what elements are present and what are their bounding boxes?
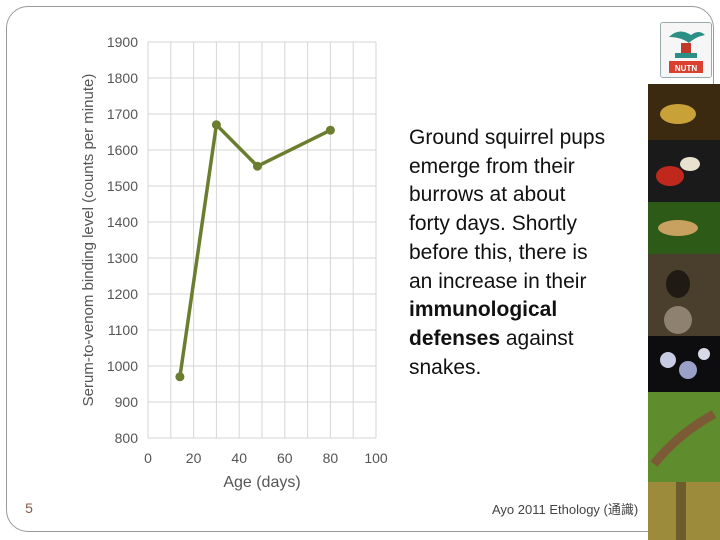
x-tick-label: 100 xyxy=(364,450,388,466)
y-tick-label: 1000 xyxy=(107,358,138,374)
text-line: Ground squirrel pups xyxy=(409,126,606,149)
text-line-bold: immunological xyxy=(409,296,649,325)
bold-term: immunological xyxy=(409,298,558,322)
logo-text: NUTN xyxy=(675,64,697,73)
y-tick-label: 1200 xyxy=(107,286,138,302)
bold-term: defenses xyxy=(409,326,501,350)
text-line: snakes. xyxy=(409,355,482,379)
y-tick-label: 800 xyxy=(115,430,139,446)
text-line: forty days. Shortly xyxy=(409,212,578,236)
logo-emblem-icon: NUTN xyxy=(661,23,711,77)
chart-tick-labels: 8009001000110012001300140015001600170018… xyxy=(107,34,388,466)
text-line: defenses against xyxy=(409,325,649,354)
y-axis-label: Serum-to-venom binding level (counts per… xyxy=(80,74,97,407)
slide-frame xyxy=(6,6,714,532)
data-point xyxy=(175,372,185,382)
footer-citation: Ayo 2011 Ethology (通識) xyxy=(492,502,639,517)
text-line: burrows at about xyxy=(409,183,566,207)
slide-number: 5 xyxy=(18,497,40,519)
chart-series xyxy=(175,120,335,382)
y-tick-label: 1700 xyxy=(107,106,138,122)
chart-grid xyxy=(147,41,377,439)
series-line xyxy=(178,123,332,378)
description-text: Ground squirrel pups emerge from their b… xyxy=(409,124,649,382)
y-tick-label: 1900 xyxy=(107,34,138,50)
text-line: before this, there is xyxy=(409,240,588,264)
x-axis-label: Age (days) xyxy=(223,474,300,491)
y-tick-label: 1800 xyxy=(107,70,138,86)
y-tick-label: 1100 xyxy=(108,322,138,338)
text-fragment: against xyxy=(500,326,574,350)
x-tick-label: 20 xyxy=(186,450,202,466)
data-point xyxy=(252,161,262,171)
x-tick-label: 40 xyxy=(231,450,247,466)
photo-collage-icon xyxy=(648,84,720,540)
x-tick-label: 0 xyxy=(144,450,152,466)
y-tick-label: 1600 xyxy=(107,142,138,158)
x-tick-label: 80 xyxy=(323,450,339,466)
text-line: an increase in their xyxy=(409,269,587,293)
y-tick-label: 900 xyxy=(115,394,139,410)
y-tick-label: 1400 xyxy=(107,214,138,230)
text-line: emerge from their xyxy=(409,154,575,178)
data-point xyxy=(325,125,335,135)
y-tick-label: 1300 xyxy=(107,250,138,266)
data-point xyxy=(211,120,221,130)
y-tick-label: 1500 xyxy=(107,178,138,194)
x-tick-label: 60 xyxy=(277,450,293,466)
animal-photo-strip xyxy=(648,84,720,540)
university-logo: NUTN xyxy=(660,22,712,78)
